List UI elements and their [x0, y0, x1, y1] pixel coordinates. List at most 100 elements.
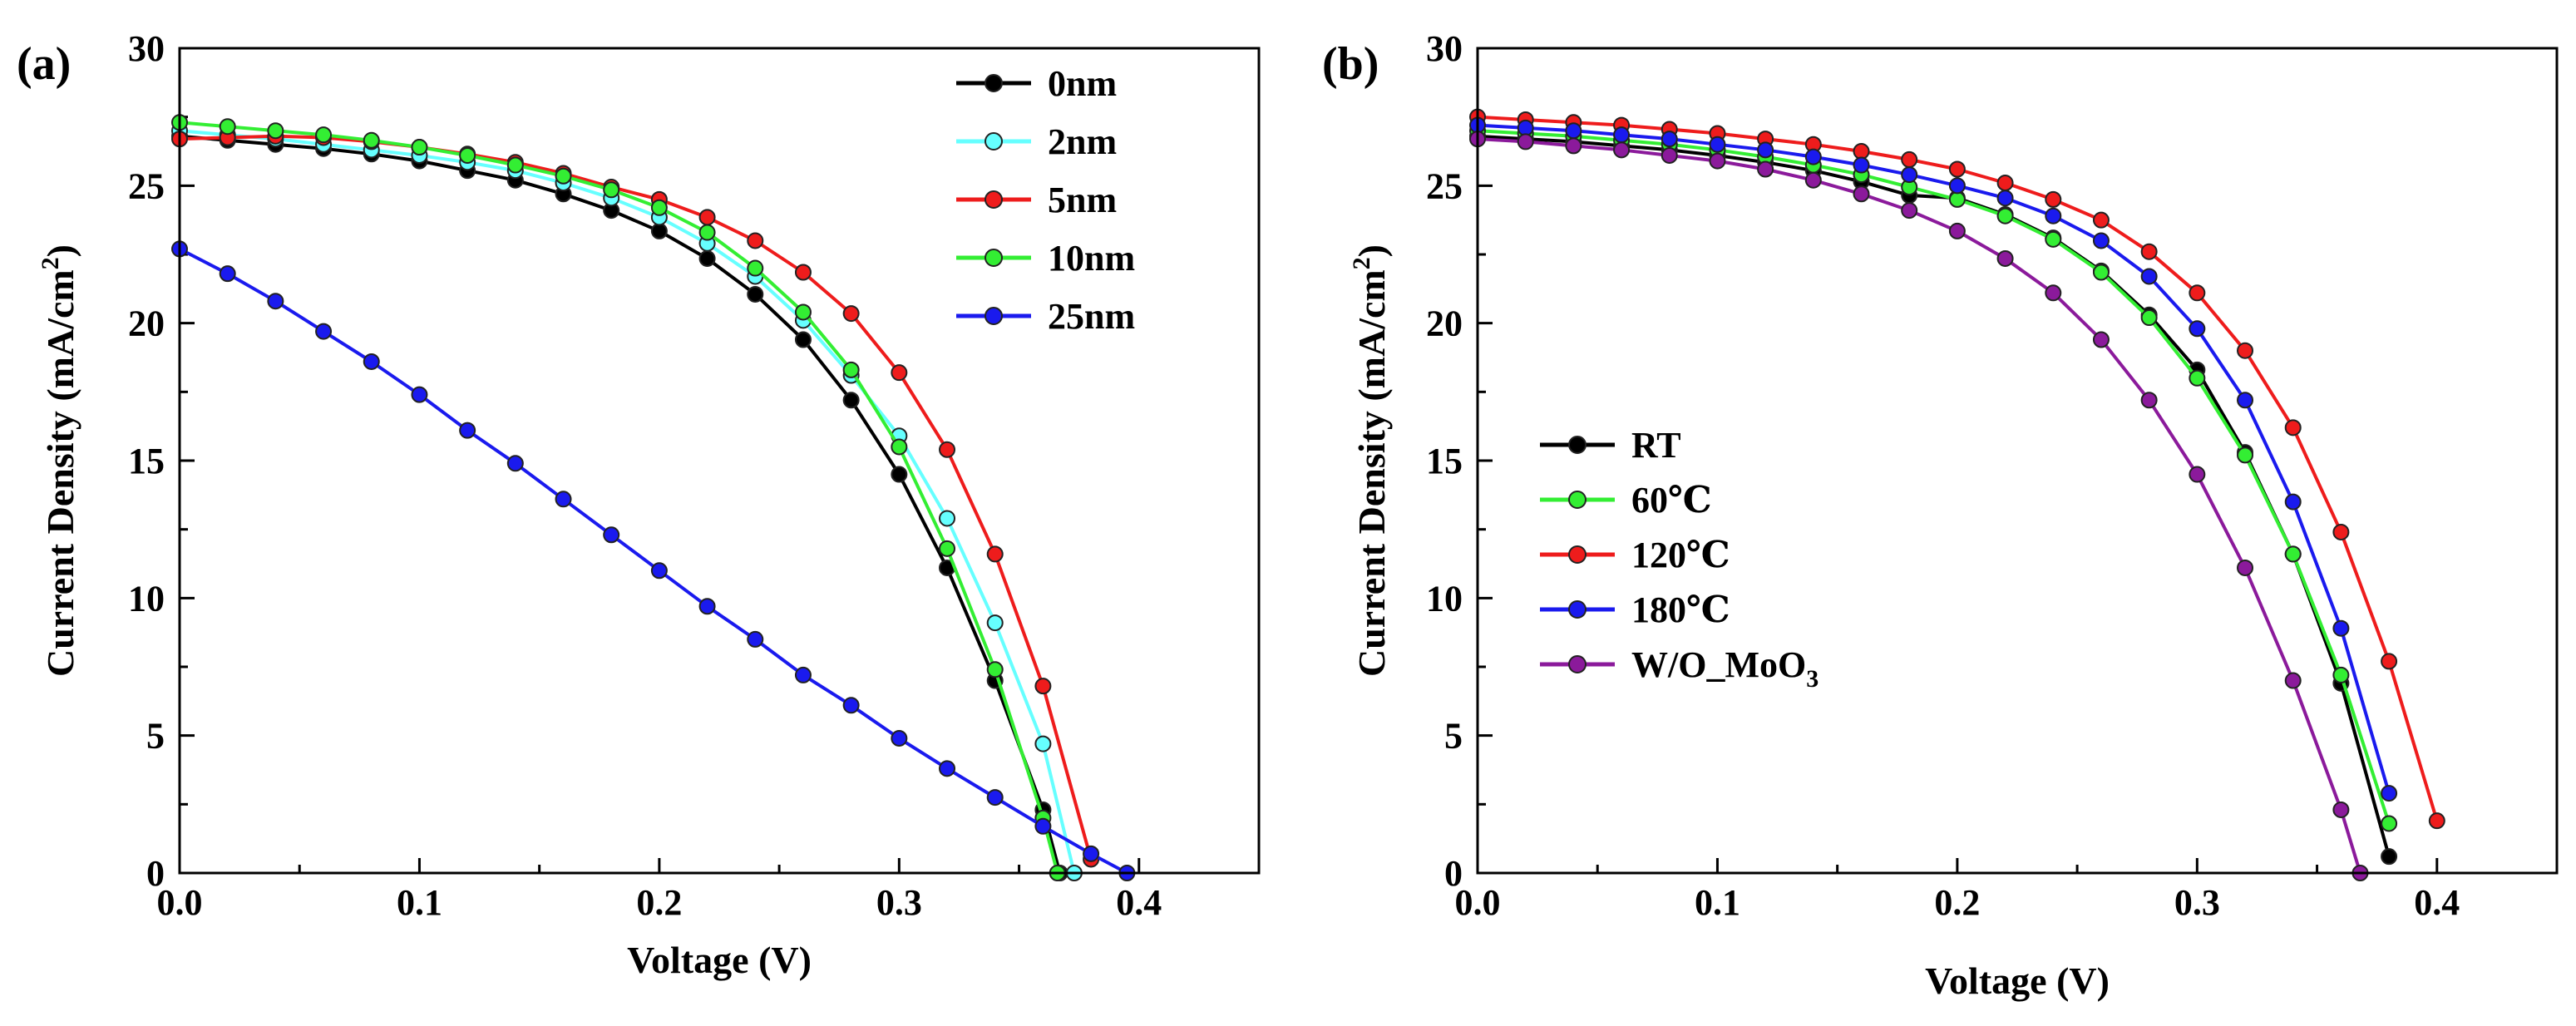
legend-item: 120℃	[1540, 535, 1730, 575]
series-layer	[171, 114, 1136, 881]
axis-ticks: 0.0 0.1 0.2 0.3 0.4 0 5 10 15 20 25 30	[128, 28, 1162, 923]
data-point	[1517, 133, 1534, 150]
data-point	[219, 118, 236, 136]
x-tick-label: 0.4	[1116, 882, 1162, 923]
legend-marker	[1568, 436, 1587, 454]
data-point	[986, 661, 1004, 678]
y-tick-label: 5	[146, 716, 165, 757]
data-point	[698, 209, 716, 226]
series-line	[1477, 134, 2391, 857]
data-point	[2284, 545, 2302, 563]
data-point	[459, 146, 476, 164]
data-point	[939, 760, 956, 777]
series-line	[179, 121, 1059, 874]
y-tick-label: 10	[1426, 578, 1463, 619]
y-tick-label: 25	[128, 165, 165, 206]
data-point	[555, 167, 572, 185]
data-point	[2045, 207, 2062, 224]
y-tick-label: 0	[146, 853, 165, 894]
y-axis-title-close: )	[39, 244, 81, 257]
data-point	[794, 331, 812, 348]
data-point	[650, 562, 668, 580]
data-point	[1709, 152, 1726, 170]
legend-label: 2nm	[1048, 121, 1117, 162]
data-point	[747, 285, 764, 303]
legend-label: 10nm	[1048, 238, 1135, 279]
y-tick-label: 30	[128, 28, 165, 69]
data-point	[267, 122, 284, 140]
data-point	[1034, 678, 1052, 695]
data-point	[842, 392, 860, 409]
y-tick-label: 5	[1444, 716, 1463, 757]
data-point	[1034, 735, 1052, 752]
data-point	[794, 303, 812, 321]
legend-item: 0nm	[956, 63, 1117, 104]
legend-marker	[985, 132, 1003, 150]
series-120c	[1469, 108, 2445, 830]
data-point	[1709, 136, 1726, 153]
y-axis-title-sup: 2	[1348, 257, 1375, 269]
data-point	[2092, 232, 2110, 249]
x-axis-title: Voltage (V)	[627, 939, 812, 981]
series-line	[179, 134, 1093, 861]
data-point	[2045, 284, 2062, 302]
data-point	[315, 126, 333, 144]
x-tick-label: 0.3	[876, 882, 922, 923]
data-point	[1948, 160, 1966, 178]
data-point	[2381, 848, 2398, 866]
data-point	[411, 139, 428, 156]
panel-a: (a) 0.0 0.1 0.2 0.3 0.4 0 5 10 15 20 25 30 Voltage …	[17, 28, 1261, 981]
data-point	[1517, 119, 1534, 136]
legend-label: 60℃	[1631, 480, 1712, 520]
data-point	[986, 789, 1004, 806]
x-axis-title: Voltage (V)	[1925, 959, 2110, 1002]
data-point	[219, 265, 236, 283]
data-point	[698, 249, 716, 267]
y-axis-title: Current Density (mA/cm2)	[1348, 244, 1393, 677]
data-point	[1757, 160, 1774, 178]
data-point	[2045, 230, 2062, 248]
data-point	[459, 422, 476, 439]
series-line	[179, 129, 1076, 874]
legend-label: 25nm	[1048, 296, 1135, 337]
data-point	[363, 353, 380, 370]
series-layer	[1469, 108, 2445, 881]
legend-marker	[985, 74, 1003, 92]
data-point	[1948, 177, 1966, 195]
data-point	[2237, 559, 2254, 576]
data-point	[555, 491, 572, 508]
legend-item: 180℃	[1540, 589, 1730, 630]
y-tick-label: 15	[128, 441, 165, 481]
data-point	[2332, 801, 2350, 818]
data-point	[1804, 171, 1822, 189]
data-point	[1853, 185, 1870, 203]
data-point	[363, 131, 380, 149]
legend-marker	[1568, 655, 1587, 673]
legend-item: 5nm	[956, 180, 1117, 220]
legend-marker	[1568, 545, 1587, 564]
data-point	[2140, 309, 2158, 327]
data-point	[2284, 493, 2302, 511]
y-tick-label: 20	[1426, 303, 1463, 344]
x-tick-label: 0.3	[2174, 882, 2220, 923]
data-point	[1757, 141, 1774, 159]
legend-label: 180℃	[1631, 589, 1730, 630]
legend-item: 60℃	[1540, 480, 1712, 520]
series-line	[1477, 129, 2391, 825]
data-point	[842, 305, 860, 323]
data-point	[2332, 619, 2350, 637]
data-point	[1996, 249, 2014, 267]
data-point	[2045, 190, 2062, 208]
data-point	[506, 455, 524, 472]
axis-ticks: 0.0 0.1 0.2 0.3 0.4 0 5 10 15 20 25 30	[1426, 28, 2460, 923]
y-axis-title-sup: 2	[37, 257, 64, 269]
data-point	[1901, 166, 1918, 184]
data-point	[1948, 222, 1966, 239]
data-point	[1565, 137, 1582, 155]
data-point	[891, 438, 908, 456]
x-tick-label: 0.0	[1455, 882, 1501, 923]
legend-marker	[1568, 600, 1587, 619]
legend: RT 60℃ 120℃ 180℃ W/O_MoO3	[1540, 425, 1818, 693]
data-point	[1948, 190, 1966, 208]
data-point	[2092, 331, 2110, 348]
